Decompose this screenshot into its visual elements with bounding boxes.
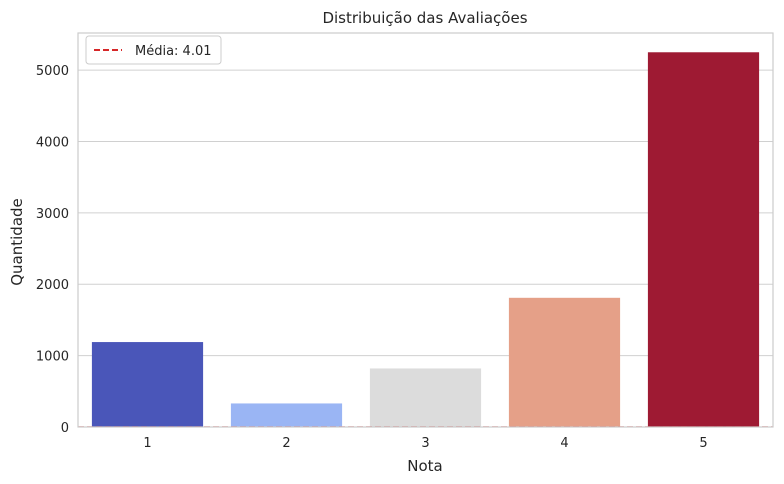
legend-box: [85, 35, 222, 65]
x-tick-label: 1: [143, 436, 151, 451]
bar-nota-3: [369, 368, 482, 427]
y-tick-label: 2000: [36, 278, 69, 293]
bar-nota-5: [647, 52, 760, 428]
x-tick-label: 4: [560, 436, 568, 451]
y-tick-label: 4000: [36, 135, 69, 150]
bar-nota-4: [508, 297, 621, 427]
y-tick-label: 1000: [36, 350, 69, 365]
y-tick-label: 3000: [36, 207, 69, 222]
legend-entry-mean: Média: 4.01: [135, 44, 212, 59]
legend: Média: 4.01: [85, 35, 222, 65]
y-tick-label: 5000: [36, 64, 69, 79]
bar-nota-2: [230, 403, 343, 427]
chart-title: Distribuição das Avaliações: [322, 9, 527, 27]
y-tick-label: 0: [61, 421, 69, 436]
x-axis-label: Nota: [407, 457, 442, 475]
x-tick-label: 2: [282, 436, 290, 451]
bar-nota-1: [91, 342, 204, 427]
plot-frame: [77, 32, 774, 428]
x-tick-label: 3: [421, 436, 429, 451]
x-tick-label: 5: [699, 436, 707, 451]
y-axis-label: Quantidade: [8, 198, 26, 286]
